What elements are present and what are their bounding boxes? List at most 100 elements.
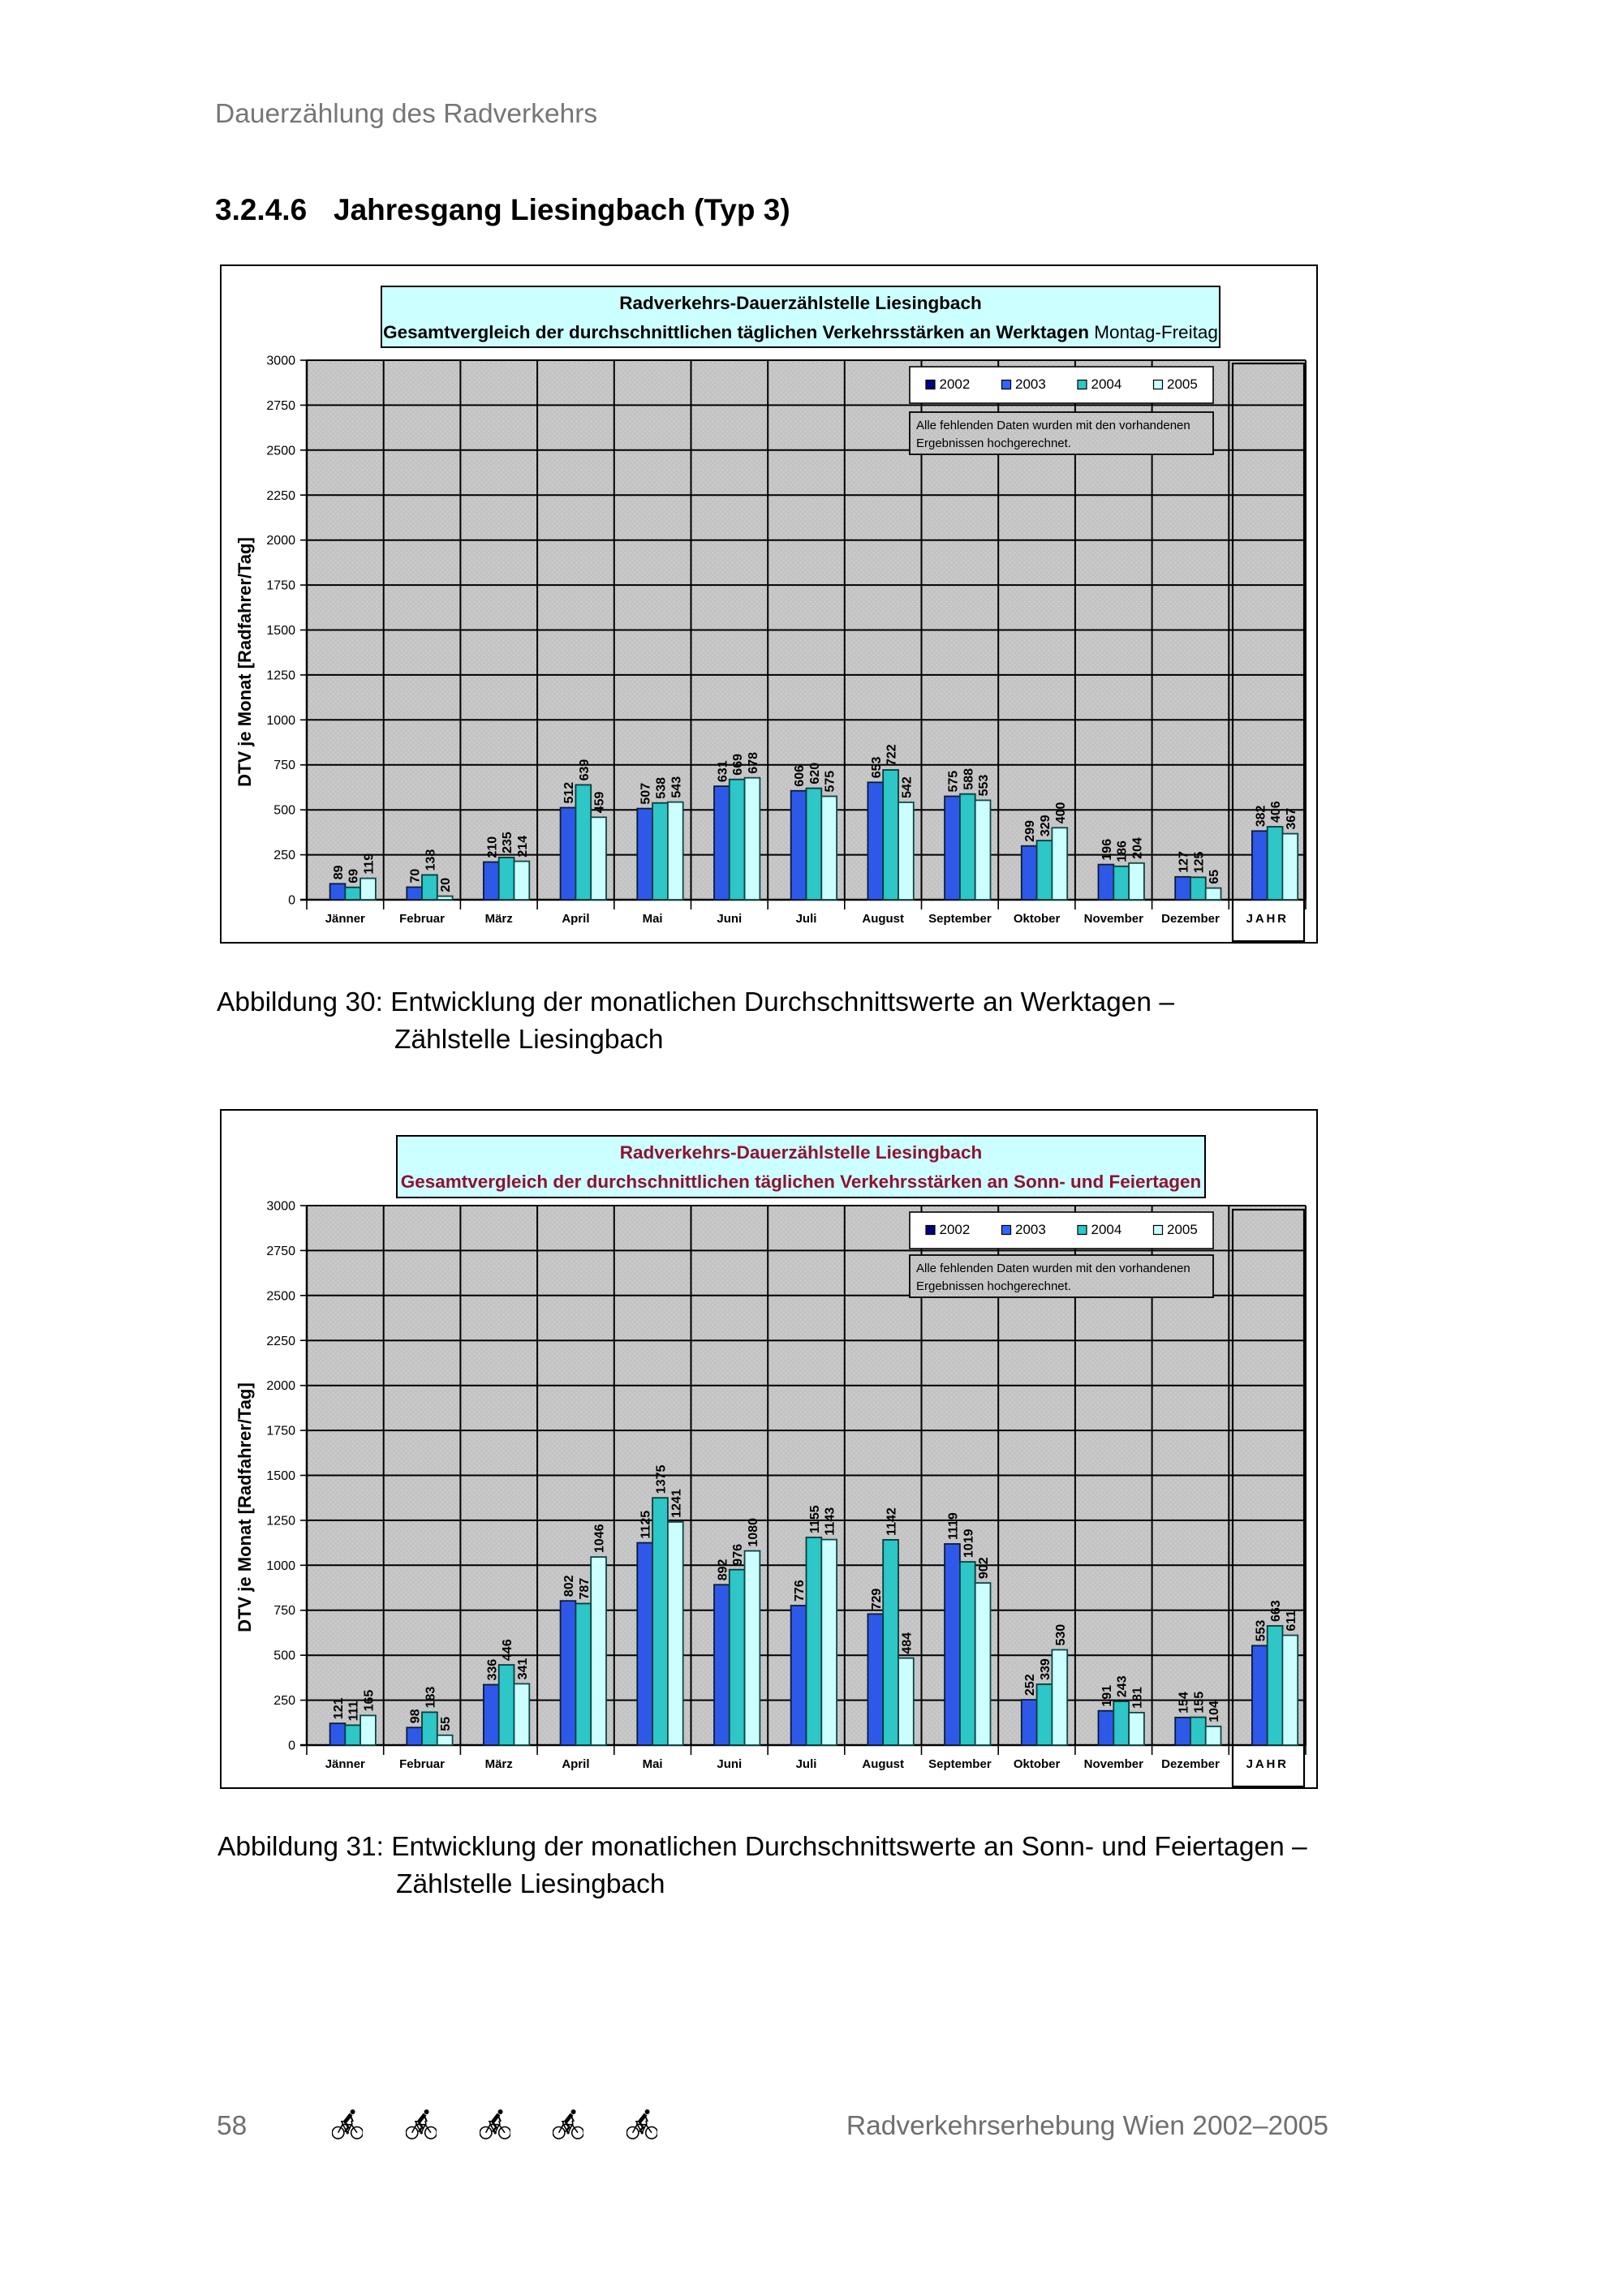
svg-text:204: 204 [1131, 837, 1145, 859]
svg-text:507: 507 [639, 783, 653, 805]
svg-text:0: 0 [288, 894, 295, 908]
svg-text:121: 121 [332, 1697, 346, 1719]
svg-text:2005: 2005 [1167, 376, 1198, 392]
svg-text:Oktober: Oktober [1014, 1757, 1061, 1771]
svg-text:55: 55 [439, 1717, 453, 1731]
svg-text:235: 235 [501, 832, 514, 853]
svg-text:2002: 2002 [940, 376, 971, 392]
svg-text:1500: 1500 [266, 1469, 295, 1483]
svg-text:1143: 1143 [824, 1507, 837, 1536]
svg-text:722: 722 [885, 744, 899, 766]
svg-text:89: 89 [332, 865, 346, 879]
svg-text:April: April [562, 912, 589, 926]
svg-text:976: 976 [731, 1544, 745, 1566]
svg-text:250: 250 [273, 849, 295, 862]
svg-text:Juli: Juli [796, 1757, 817, 1771]
svg-text:Ergebnissen hochgerechnet.: Ergebnissen hochgerechnet. [916, 436, 1071, 450]
svg-text:1000: 1000 [266, 1559, 295, 1573]
svg-text:1080: 1080 [747, 1518, 760, 1547]
svg-text:2002: 2002 [940, 1222, 971, 1237]
svg-text:243: 243 [1116, 1675, 1130, 1697]
svg-text:2005: 2005 [1167, 1222, 1198, 1237]
svg-text:Jänner: Jänner [325, 1757, 365, 1771]
svg-text:341: 341 [516, 1658, 530, 1680]
svg-text:November: November [1084, 912, 1144, 926]
svg-text:446: 446 [501, 1639, 514, 1661]
svg-text:1375: 1375 [655, 1465, 669, 1494]
svg-text:329: 329 [1039, 815, 1053, 836]
svg-text:669: 669 [731, 754, 745, 776]
svg-text:Februar: Februar [399, 1757, 445, 1771]
svg-text:2004: 2004 [1091, 1222, 1122, 1237]
svg-text:530: 530 [1054, 1624, 1068, 1646]
svg-text:186: 186 [1116, 841, 1130, 862]
svg-text:250: 250 [273, 1694, 295, 1708]
svg-text:191: 191 [1100, 1685, 1114, 1707]
svg-text:299: 299 [1023, 820, 1037, 842]
svg-text:70: 70 [409, 869, 423, 884]
svg-text:3000: 3000 [266, 1200, 295, 1214]
svg-text:Ergebnissen hochgerechnet.: Ergebnissen hochgerechnet. [916, 1279, 1071, 1293]
svg-text:3000: 3000 [266, 355, 295, 368]
svg-text:125: 125 [1192, 852, 1206, 874]
svg-text:620: 620 [808, 763, 822, 785]
svg-text:729: 729 [870, 1589, 884, 1610]
svg-text:1125: 1125 [639, 1511, 653, 1539]
svg-text:154: 154 [1177, 1692, 1191, 1713]
svg-text:1500: 1500 [266, 624, 295, 638]
svg-text:500: 500 [273, 804, 295, 818]
svg-text:1046: 1046 [593, 1524, 607, 1553]
svg-text:Mai: Mai [643, 912, 663, 926]
svg-text:611: 611 [1285, 1610, 1298, 1632]
svg-text:339: 339 [1039, 1658, 1053, 1680]
svg-text:2750: 2750 [266, 1245, 295, 1258]
svg-text:September: September [928, 912, 992, 926]
svg-text:138: 138 [424, 849, 437, 871]
svg-text:DTV je Monat [Radfahrer/Tag]: DTV je Monat [Radfahrer/Tag] [235, 1382, 255, 1632]
svg-text:104: 104 [1208, 1701, 1221, 1722]
svg-text:Juli: Juli [796, 912, 817, 926]
svg-text:98: 98 [409, 1709, 423, 1723]
svg-text:575: 575 [824, 771, 837, 793]
svg-text:553: 553 [1254, 1620, 1268, 1642]
svg-text:JAHR: JAHR [1246, 1757, 1289, 1771]
svg-text:1155: 1155 [808, 1505, 822, 1533]
svg-text:1250: 1250 [266, 669, 295, 682]
svg-text:Gesamtvergleich der durchschni: Gesamtvergleich der durchschnittlichen t… [401, 1172, 1202, 1192]
svg-text:406: 406 [1269, 801, 1283, 823]
svg-text:500: 500 [273, 1649, 295, 1663]
svg-text:2003: 2003 [1015, 376, 1046, 392]
svg-text:750: 750 [273, 759, 295, 772]
svg-text:367: 367 [1285, 808, 1298, 830]
svg-text:Mai: Mai [643, 1757, 663, 1771]
svg-text:165: 165 [363, 1690, 377, 1712]
svg-text:November: November [1084, 1757, 1144, 1771]
svg-text:1750: 1750 [266, 1425, 295, 1438]
svg-text:588: 588 [962, 768, 975, 790]
svg-text:484: 484 [900, 1632, 914, 1654]
svg-text:553: 553 [977, 775, 991, 797]
svg-text:127: 127 [1177, 851, 1191, 873]
svg-text:892: 892 [716, 1559, 730, 1581]
svg-text:802: 802 [562, 1575, 576, 1597]
svg-text:538: 538 [655, 777, 669, 799]
svg-text:69: 69 [347, 869, 361, 884]
svg-text:April: April [562, 1757, 589, 1771]
svg-text:2250: 2250 [266, 489, 295, 503]
svg-text:1142: 1142 [885, 1507, 899, 1536]
svg-text:August: August [862, 1757, 904, 1771]
svg-text:750: 750 [273, 1604, 295, 1618]
svg-text:542: 542 [900, 776, 914, 798]
svg-text:DTV je Monat [Radfahrer/Tag]: DTV je Monat [Radfahrer/Tag] [235, 537, 255, 787]
svg-text:776: 776 [793, 1580, 807, 1602]
svg-text:400: 400 [1054, 802, 1068, 824]
svg-text:214: 214 [516, 836, 530, 858]
svg-text:März: März [485, 912, 513, 926]
svg-text:2500: 2500 [266, 1289, 295, 1303]
svg-text:2000: 2000 [266, 534, 295, 548]
svg-text:August: August [862, 912, 904, 926]
svg-text:653: 653 [870, 757, 884, 779]
svg-text:196: 196 [1100, 839, 1114, 861]
svg-text:Februar: Februar [399, 912, 445, 926]
svg-text:252: 252 [1023, 1674, 1037, 1696]
